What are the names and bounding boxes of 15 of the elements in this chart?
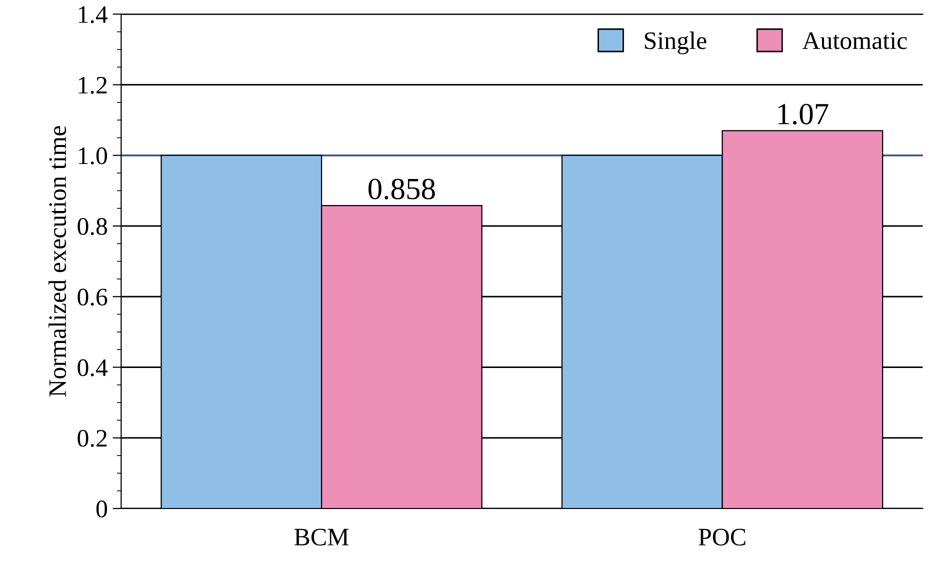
y-tick-label: 0 xyxy=(96,500,108,518)
y-tick-label: 1.0 xyxy=(78,147,108,164)
y-tick-label: 1.4 xyxy=(78,6,108,24)
x-tick-label: BCM xyxy=(294,528,349,546)
y-tick-label: 0.8 xyxy=(78,218,108,236)
data-label: 0.858 xyxy=(368,178,435,200)
legend-label: Automatic xyxy=(802,32,907,50)
y-tick-label: 0.6 xyxy=(78,288,108,306)
y-tick-label: 0.2 xyxy=(78,430,107,447)
y-axis-title: Normalized execution time xyxy=(48,126,66,397)
data-label: 1.07 xyxy=(778,104,828,125)
x-tick-label: POC xyxy=(698,528,746,546)
y-tick-label: 0.4 xyxy=(78,359,108,376)
y-tick-label: 1.2 xyxy=(78,76,107,94)
legend-label: Single xyxy=(644,32,706,54)
